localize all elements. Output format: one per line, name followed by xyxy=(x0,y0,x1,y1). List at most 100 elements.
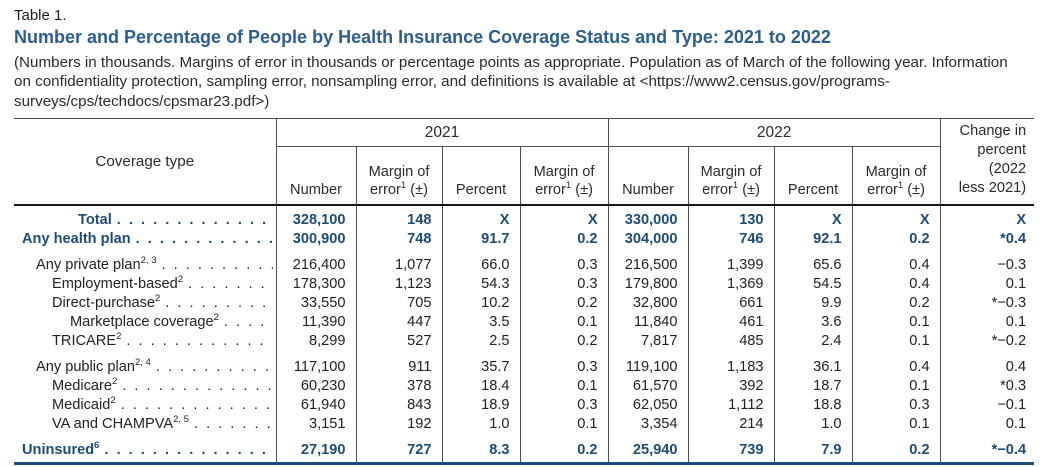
leader-dots xyxy=(194,415,273,434)
cell-2021-margin: 1,077 xyxy=(355,249,442,276)
cell-change: *−0.2 xyxy=(939,332,1035,352)
cell-2022-margin: 1,112 xyxy=(687,396,775,416)
cell-2021-percent: 18.9 xyxy=(441,396,520,416)
table-row: Marketplace coverage2 11,390 447 3.5 0.1… xyxy=(14,313,1035,333)
insurance-coverage-table: Coverage type 2021 2022 Change in percen… xyxy=(14,118,1035,466)
cell-2022-number: 3,354 xyxy=(607,415,689,435)
row-label-text: Any public plan xyxy=(36,359,135,376)
cell-2022-percent: 54.5 xyxy=(773,275,853,295)
cell-2021-margin: 527 xyxy=(355,332,442,352)
table-row: Medicaid2 61,940 843 18.9 0.3 62,050 1,1… xyxy=(14,396,1035,416)
cell-2021-percent: 10.2 xyxy=(441,294,520,314)
cell-2021-number: 11,390 xyxy=(275,313,356,333)
col-header-number-2021: Number xyxy=(275,146,356,207)
col-header-number-2022: Number xyxy=(607,146,689,207)
cell-2022-margin: 746 xyxy=(687,230,775,250)
cell-2021-margin-percent: 0.3 xyxy=(519,351,609,378)
row-label-sup: 2 xyxy=(177,274,184,286)
coverage-type-cell: Employment-based2 xyxy=(14,275,276,294)
cell-2021-margin: 705 xyxy=(355,294,442,314)
cell-2022-margin: 1,183 xyxy=(687,351,775,378)
row-label: Uninsured6 xyxy=(22,441,99,460)
cell-2022-percent: X xyxy=(773,205,853,231)
row-label: VA and CHAMPVA2, 5 xyxy=(52,415,189,434)
cell-2021-percent: 54.3 xyxy=(441,275,520,295)
cell-2021-number: 216,400 xyxy=(275,249,356,276)
cell-change: *0.4 xyxy=(939,230,1035,250)
cell-2022-number: 7,817 xyxy=(607,332,689,352)
cell-2022-margin-percent: 0.4 xyxy=(851,249,941,276)
leader-dots xyxy=(156,358,273,377)
margin-footnote-sup: 1 xyxy=(897,180,904,192)
cell-2021-margin-percent: 0.1 xyxy=(519,415,609,435)
cell-2022-margin-percent: 0.2 xyxy=(851,434,941,466)
leader-dots xyxy=(121,396,273,415)
table-row: Total 328,100 148 X X 330,000 130 X X X xyxy=(14,205,1035,231)
margin-line1: Margin of xyxy=(368,163,430,180)
cell-2021-number: 178,300 xyxy=(275,275,356,295)
row-label-text: Direct-purchase xyxy=(52,295,156,312)
cell-change: 0.4 xyxy=(939,351,1035,378)
cell-2021-margin-percent: 0.2 xyxy=(519,294,609,314)
row-label: Medicaid2 xyxy=(52,396,116,415)
row-label: Total xyxy=(78,211,112,230)
cell-2022-margin: 130 xyxy=(687,205,775,231)
row-label-text: Total xyxy=(78,212,112,229)
cell-2022-number: 119,100 xyxy=(607,351,689,378)
cell-2021-percent: 8.3 xyxy=(441,434,520,466)
coverage-type-header: Coverage type xyxy=(14,118,276,207)
row-label-text: Medicare xyxy=(52,378,113,395)
cell-2021-percent: 1.0 xyxy=(441,415,520,435)
coverage-type-cell: Marketplace coverage2 xyxy=(14,313,276,332)
col-header-percent-2022: Percent xyxy=(773,146,853,207)
leader-dots xyxy=(188,275,272,294)
cell-2022-number: 179,800 xyxy=(607,275,689,295)
margin-line1: Margin of xyxy=(533,163,595,180)
cell-2022-margin-percent: 0.4 xyxy=(851,351,941,378)
cell-2021-margin-percent: 0.1 xyxy=(519,377,609,397)
cell-2022-number: 25,940 xyxy=(607,434,689,466)
margin-footnote-sup: 1 xyxy=(400,180,407,192)
cell-2022-margin-percent: 0.3 xyxy=(851,396,941,416)
cell-2021-margin-percent: 0.3 xyxy=(519,249,609,276)
cell-2021-margin-percent: 0.3 xyxy=(519,396,609,416)
cell-2022-margin-percent: 0.1 xyxy=(851,377,941,397)
table-row: Uninsured6 27,190 727 8.3 0.2 25,940 739… xyxy=(14,434,1035,466)
cell-2022-margin-percent: 0.1 xyxy=(851,313,941,333)
cell-2022-margin-percent: 0.2 xyxy=(851,230,941,250)
coverage-type-cell: Medicare2 xyxy=(14,377,276,396)
coverage-type-cell: VA and CHAMPVA2, 5 xyxy=(14,415,276,434)
cell-2021-number: 27,190 xyxy=(275,434,356,466)
row-label-sup: 2 xyxy=(116,331,122,343)
row-label-text: Medicaid xyxy=(52,397,111,414)
cell-2022-margin: 739 xyxy=(687,434,775,466)
row-label-sup: 6 xyxy=(94,440,100,452)
cell-2021-percent: 91.7 xyxy=(441,230,520,250)
row-label-text: Any private plan xyxy=(36,257,141,274)
cell-2021-margin: 148 xyxy=(355,205,442,231)
table-row: TRICARE2 8,299 527 2.5 0.2 7,817 485 2.4… xyxy=(14,331,1035,352)
year-2021-header: 2021 xyxy=(275,118,609,148)
cell-2022-number: 61,570 xyxy=(607,377,689,397)
cell-2021-margin: 1,123 xyxy=(355,275,442,295)
cell-2021-number: 300,900 xyxy=(275,230,356,250)
coverage-type-cell: Any public plan2, 4 xyxy=(14,351,276,377)
table-row: Any private plan2, 3 216,400 1,077 66.0 … xyxy=(14,249,1035,276)
cell-2021-margin-percent: 0.3 xyxy=(519,275,609,295)
cell-2022-number: 62,050 xyxy=(607,396,689,416)
cell-2022-number: 216,500 xyxy=(607,249,689,276)
cell-change: X xyxy=(939,205,1035,231)
cell-2021-percent: 66.0 xyxy=(441,249,520,276)
margin-line1: Margin of xyxy=(700,163,762,180)
margin-footnote-sup: 1 xyxy=(732,180,739,192)
row-label-text: TRICARE xyxy=(52,333,117,350)
row-label-text: Uninsured xyxy=(22,442,95,459)
cell-2022-margin-percent: 0.1 xyxy=(851,332,941,352)
cell-change: *−0.3 xyxy=(939,294,1035,314)
margin-line1: Margin of xyxy=(865,163,927,180)
cell-2022-margin-percent: X xyxy=(851,205,941,231)
cell-change: −0.3 xyxy=(939,249,1035,276)
cell-2022-percent: 2.4 xyxy=(773,332,853,352)
table-row: VA and CHAMPVA2, 5 3,151 192 1.0 0.1 3,3… xyxy=(14,415,1035,435)
cell-2022-percent: 9.9 xyxy=(773,294,853,314)
